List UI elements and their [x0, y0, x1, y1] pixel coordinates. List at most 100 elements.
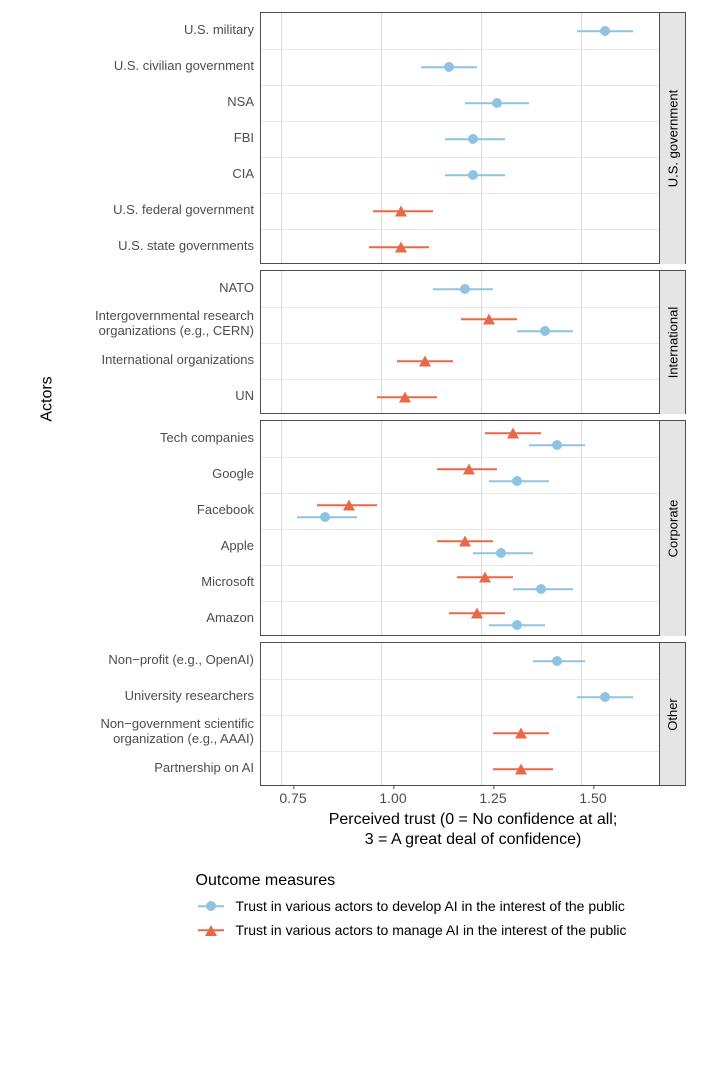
data-point	[463, 464, 475, 475]
data-point	[483, 314, 495, 325]
row-label: U.S. federal government	[60, 192, 254, 228]
row-line	[261, 679, 659, 680]
row-label: Non−government scientific organization (…	[60, 714, 254, 750]
legend: Outcome measures Trust in various actors…	[196, 872, 627, 946]
facet-strip: International	[660, 270, 686, 414]
plot-area	[260, 420, 660, 636]
chart-body: Actors U.S. militaryU.S. civilian govern…	[36, 12, 686, 786]
data-point	[460, 284, 470, 294]
data-point	[492, 98, 502, 108]
panel: NATOIntergovernmental research organizat…	[60, 270, 686, 414]
data-point	[468, 170, 478, 180]
row-label: Tech companies	[60, 420, 254, 456]
data-point	[395, 206, 407, 217]
panels-container: U.S. militaryU.S. civilian governmentNSA…	[60, 12, 686, 786]
row-line	[261, 157, 659, 158]
row-label: NATO	[60, 270, 254, 306]
gridline	[281, 13, 282, 263]
x-tick: 0.75	[279, 790, 306, 806]
legend-swatch	[196, 922, 226, 938]
row-label: UN	[60, 378, 254, 414]
gridline	[581, 421, 582, 635]
facet-strip-label: International	[665, 307, 680, 379]
legend-title: Outcome measures	[196, 872, 627, 890]
facet-strip: Corporate	[660, 420, 686, 636]
panel: U.S. militaryU.S. civilian governmentNSA…	[60, 12, 686, 264]
trust-chart: Actors U.S. militaryU.S. civilian govern…	[12, 12, 710, 946]
row-line	[261, 715, 659, 716]
y-axis-title-text: Actors	[39, 376, 57, 421]
data-point	[471, 608, 483, 619]
data-point	[395, 242, 407, 253]
legend-label: Trust in various actors to manage AI in …	[236, 922, 627, 938]
gridline	[481, 271, 482, 413]
gridline	[581, 271, 582, 413]
x-axis-title: Perceived trust (0 = No confidence at al…	[273, 810, 673, 850]
gridline	[481, 643, 482, 785]
data-point	[419, 356, 431, 367]
row-labels: NATOIntergovernmental research organizat…	[60, 270, 260, 414]
data-point	[512, 620, 522, 630]
data-point	[512, 476, 522, 486]
facet-strip: U.S. government	[660, 12, 686, 264]
data-point	[320, 512, 330, 522]
facet-strip-label: Other	[665, 698, 680, 731]
gridline	[281, 643, 282, 785]
row-line	[261, 121, 659, 122]
row-line	[261, 751, 659, 752]
data-point	[479, 572, 491, 583]
gridline	[381, 643, 382, 785]
row-label: Apple	[60, 528, 254, 564]
gridline	[581, 13, 582, 263]
row-line	[261, 493, 659, 494]
data-point	[496, 548, 506, 558]
gridline	[381, 271, 382, 413]
data-point	[515, 728, 527, 739]
row-label: International organizations	[60, 342, 254, 378]
row-line	[261, 193, 659, 194]
row-labels: Tech companiesGoogleFacebookAppleMicroso…	[60, 420, 260, 636]
plot-area	[260, 12, 660, 264]
panel: Non−profit (e.g., OpenAI)University rese…	[60, 642, 686, 786]
x-tick: 1.00	[379, 790, 406, 806]
data-point	[536, 584, 546, 594]
plot-area	[260, 270, 660, 414]
data-point	[552, 440, 562, 450]
row-line	[261, 307, 659, 308]
x-tick: 1.25	[479, 790, 506, 806]
plot-area	[260, 642, 660, 786]
row-label: U.S. state governments	[60, 228, 254, 264]
gridline	[581, 643, 582, 785]
row-label: Microsoft	[60, 564, 254, 600]
x-tick: 1.50	[579, 790, 606, 806]
row-line	[261, 565, 659, 566]
row-line	[261, 379, 659, 380]
facet-strip: Other	[660, 642, 686, 786]
row-label: NSA	[60, 84, 254, 120]
row-label: Non−profit (e.g., OpenAI)	[60, 642, 254, 678]
panel: Tech companiesGoogleFacebookAppleMicroso…	[60, 420, 686, 636]
data-point	[343, 500, 355, 511]
row-line	[261, 343, 659, 344]
row-line	[261, 529, 659, 530]
legend-item: Trust in various actors to manage AI in …	[196, 922, 627, 938]
row-label: Intergovernmental research organizations…	[60, 306, 254, 342]
legend-label: Trust in various actors to develop AI in…	[236, 898, 625, 914]
row-line	[261, 49, 659, 50]
data-point	[468, 134, 478, 144]
row-line	[261, 601, 659, 602]
row-label: Partnership on AI	[60, 750, 254, 786]
legend-item: Trust in various actors to develop AI in…	[196, 898, 627, 914]
gridline	[481, 421, 482, 635]
data-point	[540, 326, 550, 336]
y-axis-title: Actors	[36, 12, 60, 786]
row-label: Facebook	[60, 492, 254, 528]
data-point	[399, 392, 411, 403]
data-point	[552, 656, 562, 666]
data-point	[600, 26, 610, 36]
row-label: CIA	[60, 156, 254, 192]
row-label: University researchers	[60, 678, 254, 714]
gridline	[281, 421, 282, 635]
row-line	[261, 229, 659, 230]
data-point	[459, 536, 471, 547]
